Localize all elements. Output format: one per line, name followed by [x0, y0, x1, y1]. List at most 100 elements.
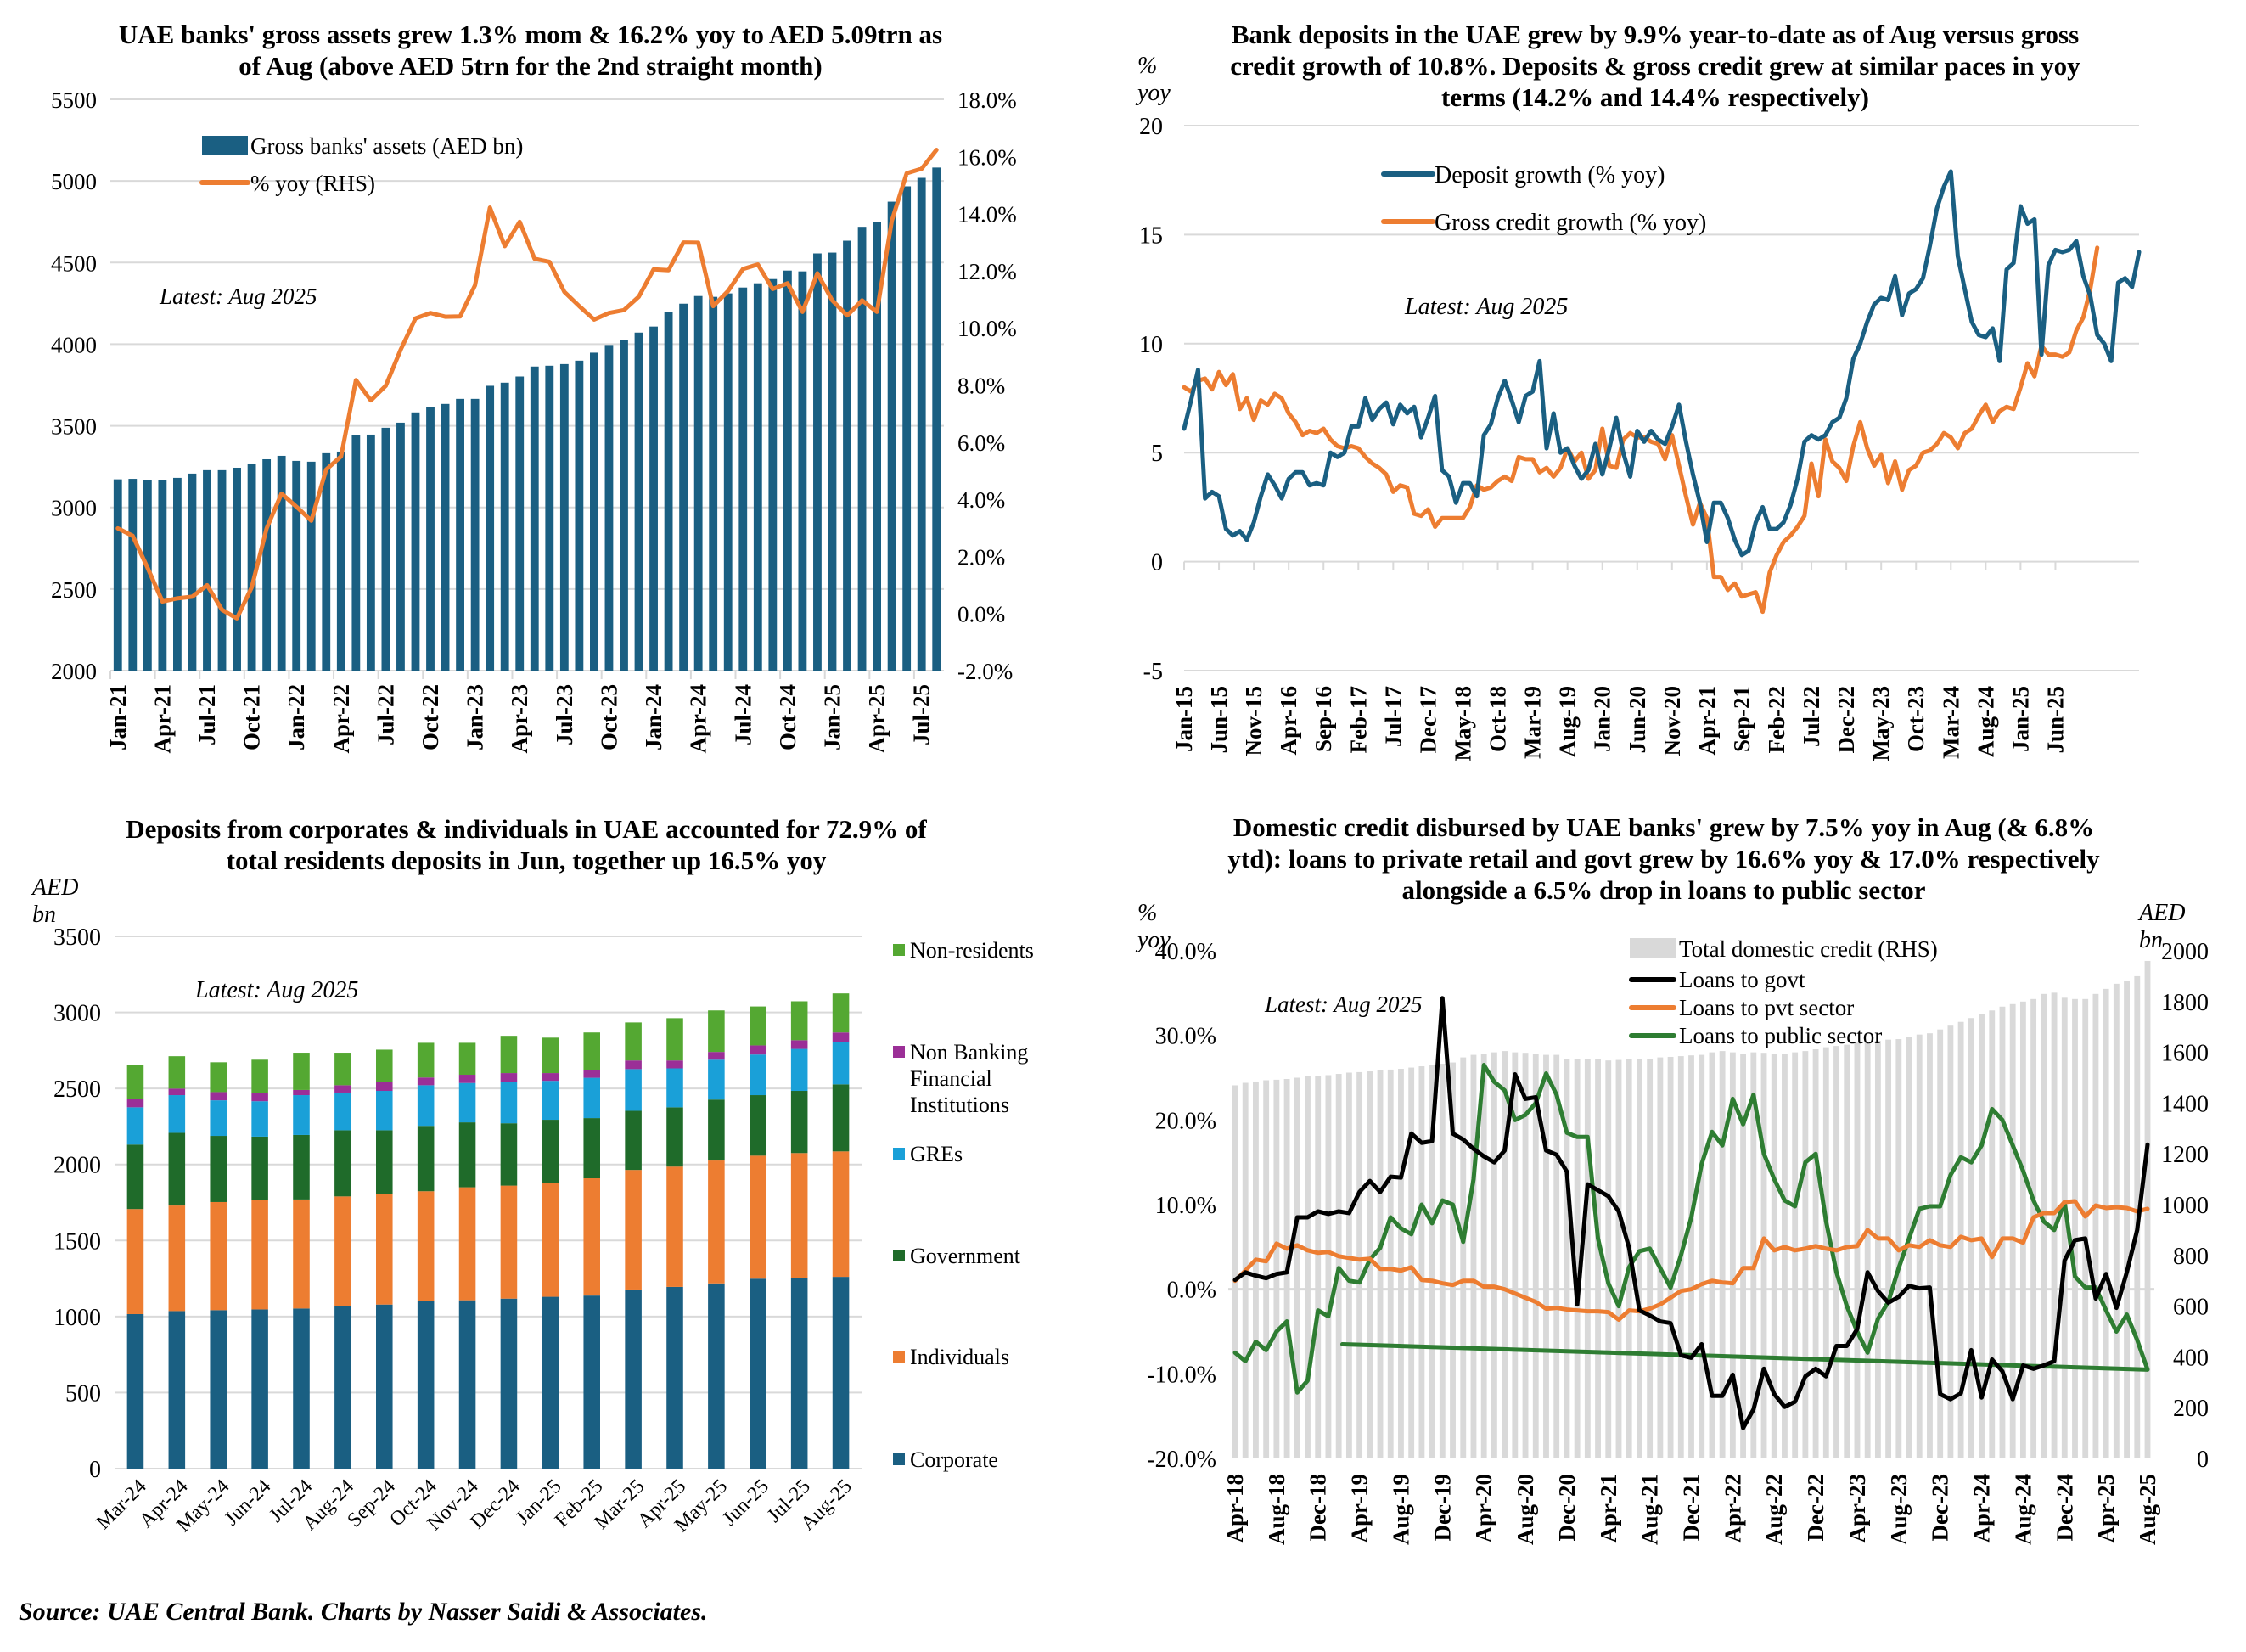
bar-total-domestic-credit: [2072, 998, 2078, 1458]
bar-segment-gres: [417, 1085, 435, 1127]
y-tick-label: 500: [65, 1380, 101, 1407]
y2-tick-label: 2.0%: [957, 544, 1005, 570]
bar-segment-non-residents: [210, 1062, 227, 1093]
legend-label: Loans to pvt sector: [1679, 995, 1854, 1020]
bar-gross-assets: [709, 296, 718, 671]
x-tick-label: May-23: [1868, 686, 1894, 761]
bar-segment-non-banking-financial-institutions: [666, 1060, 683, 1069]
x-tick-label: Apr-20: [1471, 1474, 1496, 1543]
bar-total-domestic-credit: [1760, 1053, 1767, 1458]
bar-total-domestic-credit: [1874, 1041, 1881, 1458]
bar-segment-gres: [251, 1101, 268, 1137]
bar-total-domestic-credit: [1864, 1042, 1871, 1458]
bar-total-domestic-credit: [1253, 1081, 1259, 1458]
bar-segment-corporate: [376, 1304, 393, 1469]
bar-segment-corporate: [334, 1306, 351, 1469]
bar-gross-assets: [128, 479, 138, 671]
y2-tick-label: 12.0%: [957, 259, 1017, 284]
x-tick-label: Apr-16: [1276, 686, 1301, 756]
x-tick-label: Dec-18: [1305, 1474, 1331, 1541]
bar-segment-government: [293, 1134, 310, 1200]
x-tick-label: Jan-23: [463, 684, 488, 750]
x-tick-label: Aug-20: [1513, 1474, 1538, 1545]
x-tick-label: Sep-16: [1311, 686, 1336, 752]
x-tick-label: Dec-22: [1803, 1474, 1828, 1541]
y2-tick-label: 16.0%: [957, 144, 1017, 170]
bar-gross-assets: [649, 326, 658, 671]
bar-gross-assets: [693, 295, 703, 671]
bar-segment-non-banking-financial-institutions: [625, 1060, 642, 1070]
bar-segment-non-banking-financial-institutions: [334, 1085, 351, 1093]
bar-segment-government: [832, 1084, 850, 1152]
legend-label: % yoy (RHS): [250, 171, 375, 196]
x-tick-label: Feb-22: [1764, 686, 1789, 753]
bar-total-domestic-credit: [1771, 1054, 1777, 1458]
bar-segment-corporate: [625, 1289, 642, 1469]
bar-gross-assets: [322, 452, 331, 671]
y-tick-label: 2000: [51, 659, 97, 684]
bar-total-domestic-credit: [1418, 1066, 1425, 1458]
y-tick-label: 10.0%: [1155, 1193, 1216, 1219]
bar-gross-assets: [173, 477, 182, 671]
bar-gross-assets: [664, 312, 673, 671]
bar-segment-individuals: [500, 1185, 518, 1299]
bar-segment-gres: [583, 1077, 600, 1119]
x-tick-label: Aug-21: [1637, 1474, 1663, 1545]
bar-gross-assets: [590, 352, 598, 671]
bar-segment-individuals: [666, 1166, 683, 1287]
x-tick-label: Jun-20: [1625, 686, 1650, 754]
x-tick-label: Jul-24: [730, 684, 755, 745]
bar-total-domestic-credit: [1740, 1054, 1746, 1458]
bar-segment-non-residents: [168, 1056, 186, 1089]
bar-total-domestic-credit: [2092, 993, 2099, 1458]
bar-gross-assets: [620, 340, 628, 671]
x-tick-label: Jan-21: [105, 684, 131, 750]
x-tick-label: Apr-23: [1845, 1474, 1870, 1543]
bar-segment-non-banking-financial-institutions: [376, 1082, 393, 1092]
bar-gross-assets: [604, 345, 614, 671]
y2-tick-label: 1800: [2161, 990, 2209, 1016]
bar-segment-gres: [832, 1042, 850, 1085]
x-tick-label: Aug-24: [2010, 1474, 2035, 1545]
y-tick-label: 3500: [51, 414, 97, 440]
legend-label: Gross banks' assets (AED bn): [250, 133, 523, 159]
bar-gross-assets: [783, 270, 792, 671]
chart-title: Domestic credit disbursed by UAE banks' …: [1227, 812, 2100, 905]
bar-segment-non-residents: [832, 993, 850, 1033]
x-tick-label: Aug-25: [2135, 1474, 2160, 1545]
x-tick-label: Feb-17: [1345, 686, 1371, 753]
bar-gross-assets: [723, 293, 733, 671]
legend-swatch-bars: [202, 136, 248, 155]
x-tick-label: Oct-24: [775, 684, 800, 750]
x-tick-label: Jun-25: [2042, 686, 2068, 754]
bar-segment-gres: [708, 1059, 725, 1100]
legend-label: Loans to public sector: [1679, 1023, 1882, 1048]
bar-gross-assets: [470, 398, 480, 671]
x-tick-label: Apr-24: [1969, 1474, 1995, 1543]
bar-segment-non-banking-financial-institutions: [168, 1088, 186, 1096]
bar-total-domestic-credit: [1574, 1059, 1581, 1458]
x-tick-label: Jul-22: [1799, 686, 1824, 747]
bar-total-domestic-credit: [1844, 1044, 1850, 1458]
y-tick-label: -5: [1143, 659, 1163, 685]
bar-segment-government: [708, 1099, 725, 1161]
x-tick-label: Sep-21: [1729, 686, 1755, 752]
bar-segment-gres: [500, 1082, 518, 1124]
bar-segment-gres: [293, 1095, 310, 1135]
bar-total-domestic-credit: [2124, 981, 2130, 1458]
bar-gross-assets: [575, 360, 584, 671]
bar-total-domestic-credit: [1699, 1054, 1705, 1458]
bar-gross-assets: [233, 467, 241, 671]
legend-swatch: [893, 1453, 905, 1465]
bar-gross-assets: [932, 167, 941, 671]
x-tick-label: Dec-24: [2052, 1474, 2077, 1541]
legend-swatch-bars: [1630, 938, 1676, 958]
legend-label: Total domestic credit (RHS): [1679, 936, 1938, 962]
x-tick-label: Mar-24: [1938, 686, 1963, 759]
legend-label: Non-residents: [910, 938, 1034, 963]
bar-segment-corporate: [417, 1301, 435, 1469]
bar-segment-government: [500, 1123, 518, 1186]
x-tick-label: Apr-24: [686, 684, 711, 754]
bar-segment-non-banking-financial-institutions: [790, 1040, 808, 1049]
